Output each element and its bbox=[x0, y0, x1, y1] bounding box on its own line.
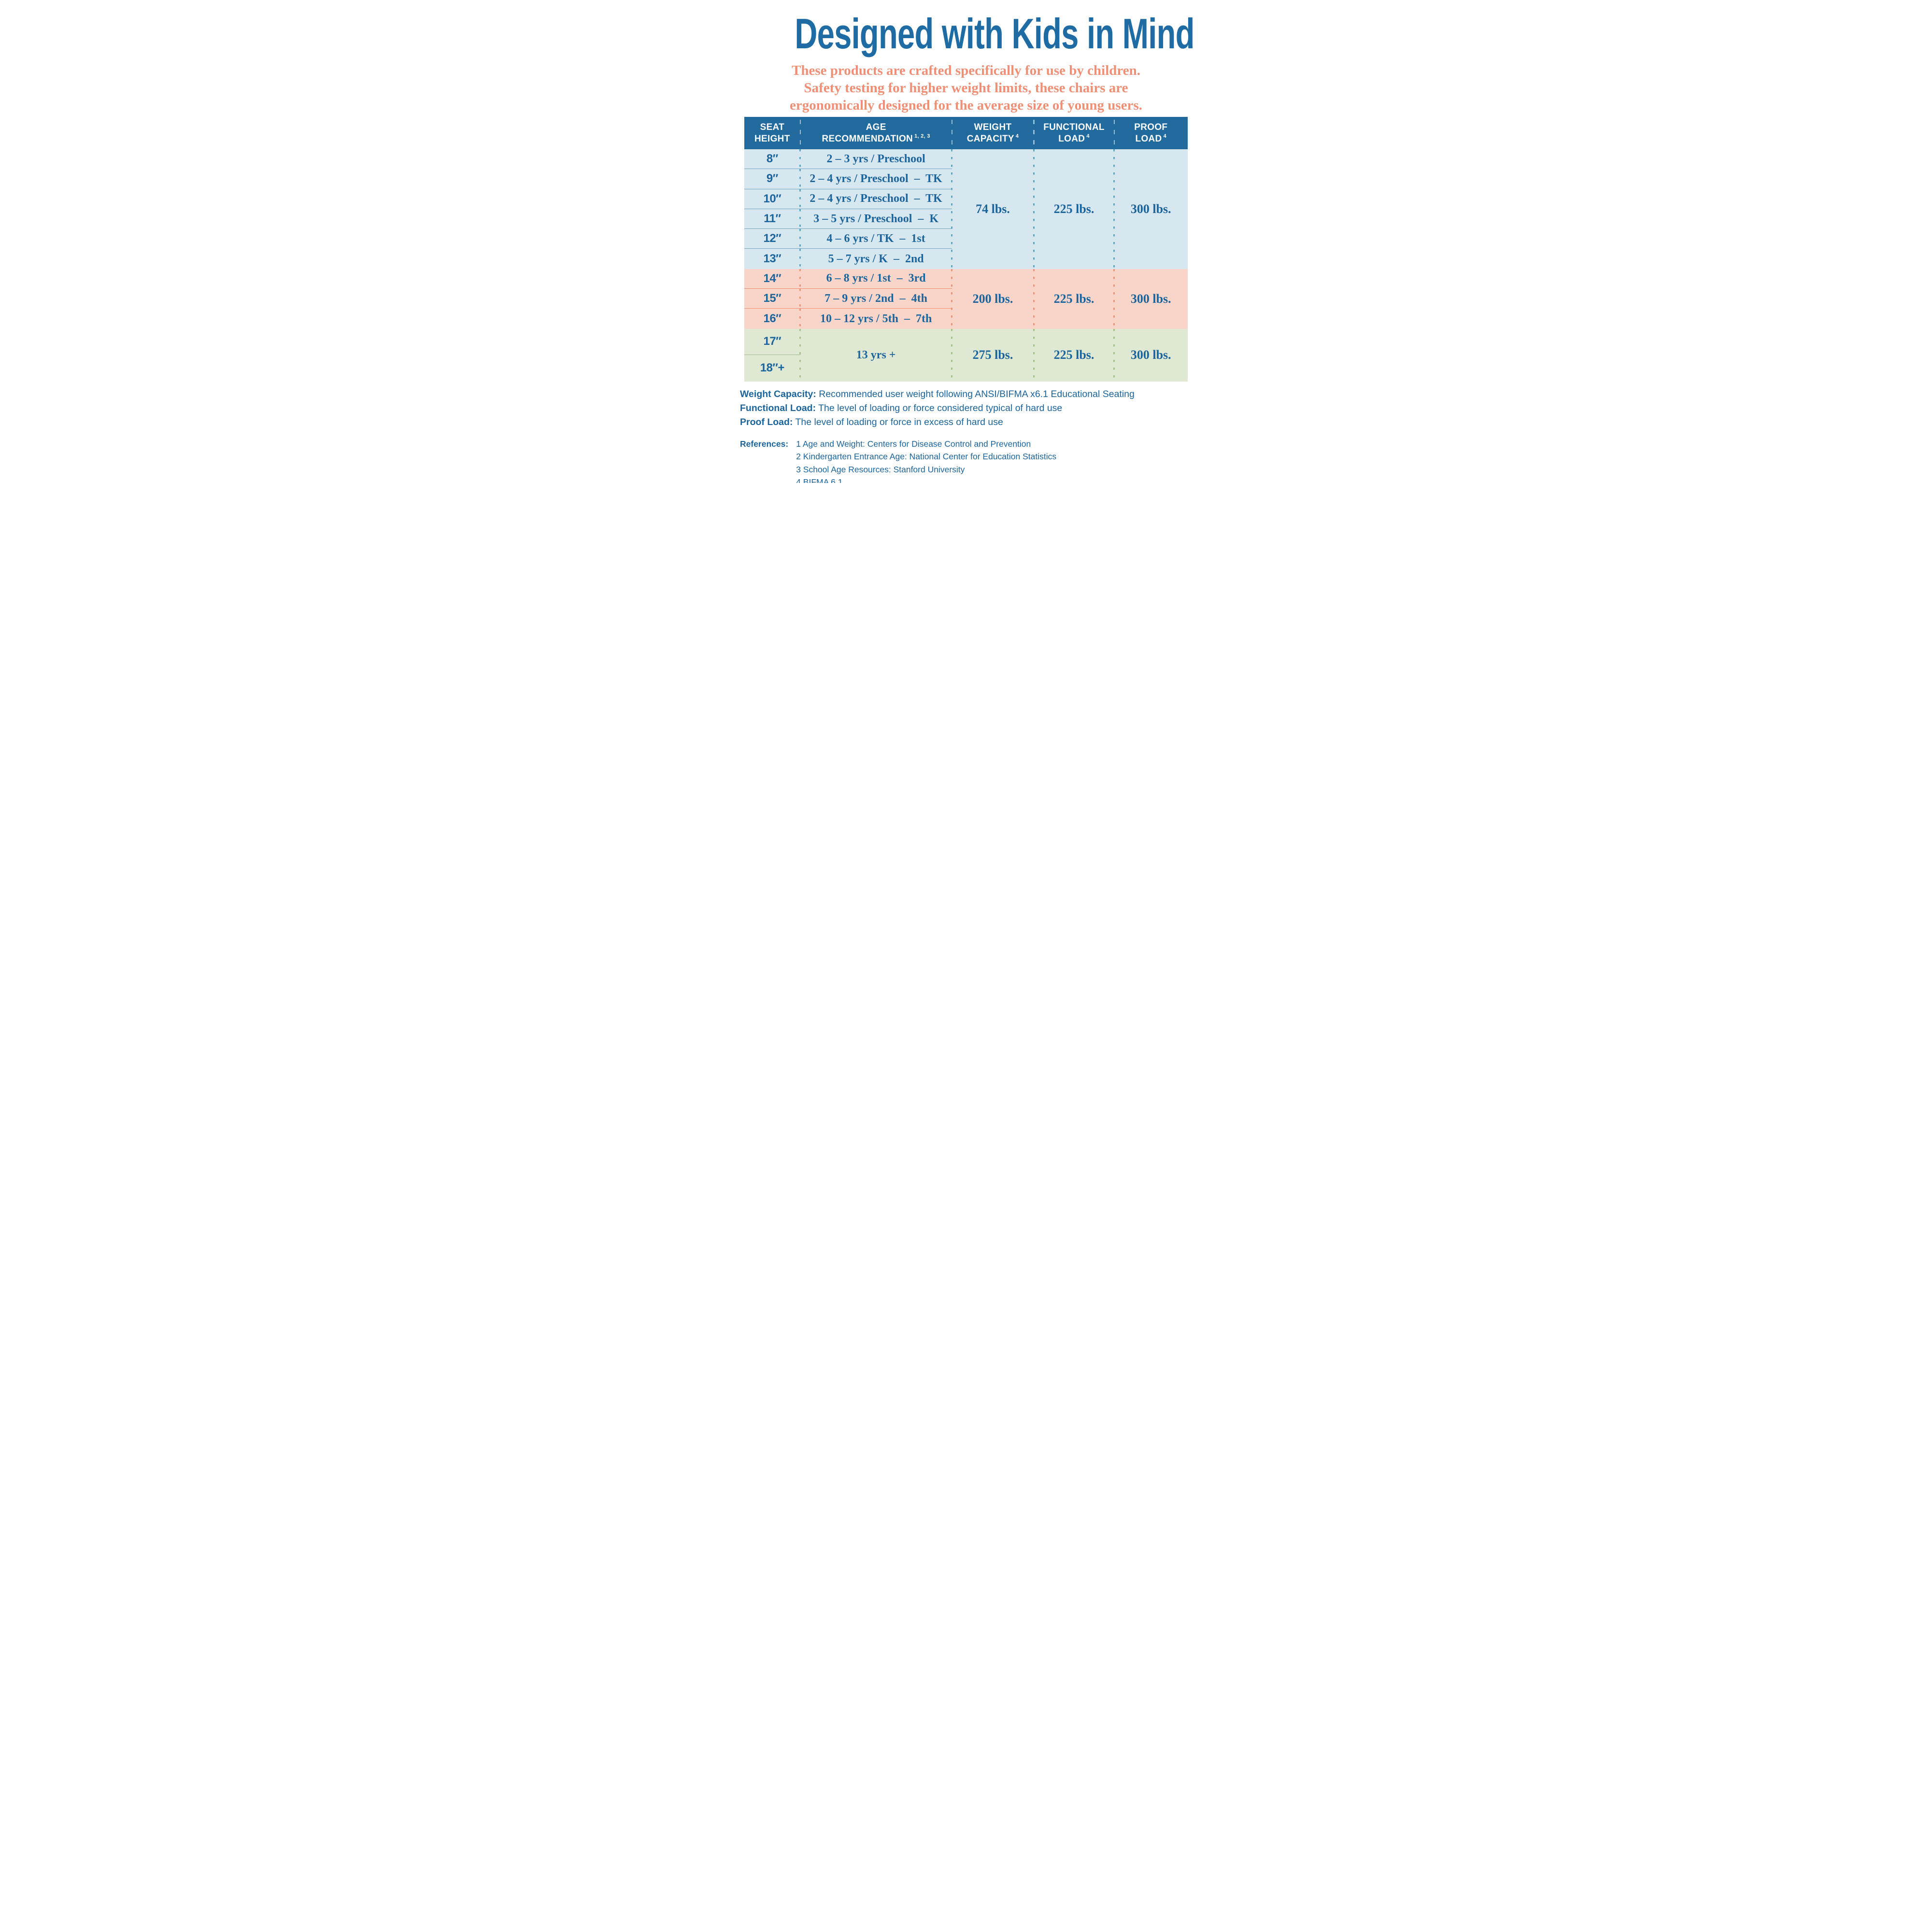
seat-height-cell: 10″ bbox=[744, 189, 800, 209]
definition-term: Proof Load: bbox=[740, 416, 793, 427]
subtitle-line-3: ergonomically designed for the average s… bbox=[789, 98, 1142, 113]
seat-height-cell: 14″ bbox=[744, 269, 800, 289]
col-header-seat-height: SEAT HEIGHT bbox=[754, 122, 790, 144]
reference-item: 4 BIFMA 6.1 bbox=[796, 477, 843, 483]
functional-load-value: 225 lbs. bbox=[1033, 149, 1114, 269]
definition-text: Recommended user weight following ANSI/B… bbox=[816, 388, 1135, 399]
definition-functional-load: Functional Load: The level of loading or… bbox=[740, 401, 1208, 415]
seat-height-cell: 16″ bbox=[763, 312, 781, 326]
footnote-marker: 4 bbox=[1086, 133, 1090, 140]
subtitle: These products are crafted specifically … bbox=[724, 62, 1208, 114]
age-recommendation-cell: 2 – 4 yrs / Preschool – TK bbox=[799, 189, 952, 209]
col-header-weight-capacity: WEIGHT CAPACITY 4 bbox=[951, 117, 1034, 149]
subtitle-line-1: These products are crafted specifically … bbox=[792, 63, 1140, 78]
age-recommendation-cell: 3 – 5 yrs / Preschool – K bbox=[799, 209, 952, 229]
reference-item: 2 Kindergarten Entrance Age: National Ce… bbox=[796, 452, 1057, 462]
definition-proof-load: Proof Load: The level of loading or forc… bbox=[740, 415, 1208, 429]
footnote-marker: 4 bbox=[1163, 133, 1166, 140]
footnote-marker: 1, 2, 3 bbox=[914, 133, 930, 140]
table-section-large-seats: 13 yrs + 275 lbs. 225 lbs. 300 lbs. 17″ … bbox=[744, 328, 1188, 382]
table-section-medium-seats: 200 lbs. 225 lbs. 300 lbs. 14″ 6 – 8 yrs… bbox=[744, 269, 1188, 329]
age-recommendation-cell: 5 – 7 yrs / K – 2nd bbox=[799, 249, 952, 270]
references: References: 1 Age and Weight: Centers fo… bbox=[740, 438, 1208, 483]
age-recommendation-cell: 6 – 8 yrs / 1st – 3rd bbox=[799, 269, 952, 289]
definition-term: Functional Load: bbox=[740, 402, 816, 413]
seat-height-cell: 12″ bbox=[744, 229, 800, 249]
references-label: References: bbox=[740, 439, 789, 449]
age-recommendation-cell: 2 – 3 yrs / Preschool bbox=[799, 149, 952, 170]
age-recommendation-cell: 10 – 12 yrs / 5th – 7th bbox=[799, 309, 952, 329]
proof-load-value: 300 lbs. bbox=[1113, 269, 1188, 329]
age-recommendation-cell: 7 – 9 yrs / 2nd – 4th bbox=[799, 289, 952, 309]
definition-term: Weight Capacity: bbox=[740, 388, 816, 399]
table-header-row: SEAT HEIGHT AGE RECOMMENDATION 1, 2, 3 WE… bbox=[744, 117, 1188, 149]
seat-height-cell: 17″ bbox=[744, 329, 800, 355]
seat-height-cell: 8″ bbox=[744, 149, 800, 170]
proof-load-value: 300 lbs. bbox=[1113, 149, 1188, 269]
page-title-text: Designed with Kids in Mind bbox=[795, 10, 1194, 57]
col-header-proof-load: PROOF LOAD 4 bbox=[1113, 117, 1188, 149]
infographic-page: Designed with Kids in Mind These product… bbox=[724, 0, 1208, 483]
subtitle-line-2: Safety testing for higher weight limits,… bbox=[804, 80, 1128, 96]
seat-height-cell: 9″ bbox=[744, 169, 800, 189]
reference-item: 3 School Age Resources: Stanford Univers… bbox=[796, 464, 965, 474]
seat-height-cell: 18″+ bbox=[760, 361, 785, 375]
seat-height-cell: 13″ bbox=[763, 252, 781, 266]
page-title: Designed with Kids in Mind bbox=[724, 13, 1208, 55]
age-recommendation-cell: 2 – 4 yrs / Preschool – TK bbox=[799, 169, 952, 189]
spec-table: SEAT HEIGHT AGE RECOMMENDATION 1, 2, 3 WE… bbox=[744, 117, 1188, 382]
age-recommendation-cell: 13 yrs + bbox=[799, 328, 952, 382]
table-section-small-seats: 74 lbs. 225 lbs. 300 lbs. 8″ 2 – 3 yrs /… bbox=[744, 149, 1188, 270]
weight-capacity-value: 275 lbs. bbox=[951, 328, 1034, 382]
col-header-age-recommendation: AGE RECOMMENDATION 1, 2, 3 bbox=[799, 117, 952, 149]
references-list: 1 Age and Weight: Centers for Disease Co… bbox=[796, 438, 1056, 483]
functional-load-value: 225 lbs. bbox=[1033, 328, 1114, 382]
definitions: Weight Capacity: Recommended user weight… bbox=[740, 387, 1208, 429]
definition-weight-capacity: Weight Capacity: Recommended user weight… bbox=[740, 387, 1208, 401]
footnote-marker: 4 bbox=[1015, 133, 1019, 140]
age-recommendation-cell: 4 – 6 yrs / TK – 1st bbox=[799, 229, 952, 249]
proof-load-value: 300 lbs. bbox=[1113, 328, 1188, 382]
seat-height-cell: 15″ bbox=[744, 289, 800, 309]
reference-item: 1 Age and Weight: Centers for Disease Co… bbox=[796, 439, 1031, 449]
seat-height-cell: 11″ bbox=[744, 209, 800, 229]
weight-capacity-value: 200 lbs. bbox=[951, 269, 1034, 329]
weight-capacity-value: 74 lbs. bbox=[951, 149, 1034, 269]
definition-text: The level of loading or force in excess … bbox=[793, 416, 1003, 427]
definition-text: The level of loading or force considered… bbox=[816, 402, 1063, 413]
functional-load-value: 225 lbs. bbox=[1033, 269, 1114, 329]
col-header-functional-load: FUNCTIONAL LOAD 4 bbox=[1033, 117, 1114, 149]
